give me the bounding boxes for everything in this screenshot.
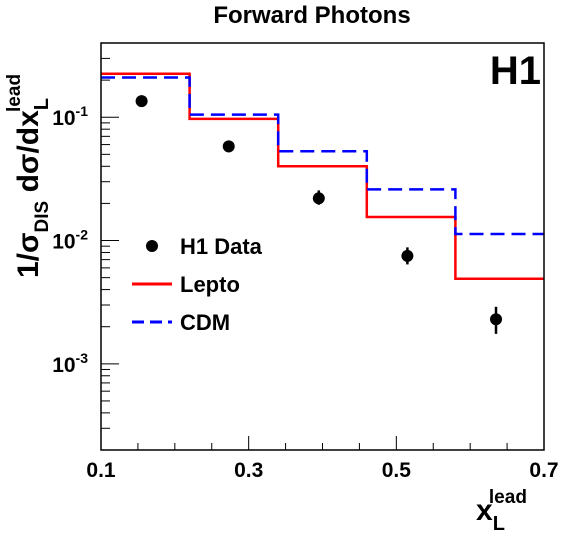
x-axis-label: xLlead (476, 487, 527, 535)
x-tick-label: 0.1 (86, 459, 116, 482)
plot-frame (100, 42, 545, 451)
series-cdm-histogram (101, 76, 544, 236)
y-tick-label: 10-3 (52, 350, 88, 377)
y-tick-label: 10-1 (52, 103, 88, 130)
legend-marker-h1-data (146, 240, 158, 252)
x-tick-label: 0.3 (234, 459, 263, 482)
y-axis-ticks: 10-1 10-2 10-3 (52, 42, 119, 451)
legend-label-h1-data: H1 Data (180, 234, 263, 259)
data-point (312, 192, 325, 205)
data-point (490, 313, 503, 326)
y-axis-label: 1/σDIS dσ/dxLlead (4, 74, 53, 278)
data-point (401, 249, 414, 262)
x-tick-label: 0.7 (529, 459, 558, 482)
legend-item-lepto: Lepto (132, 272, 240, 297)
chart-title: Forward Photons (213, 2, 410, 29)
legend-label-cdm: CDM (180, 310, 230, 335)
legend-item-cdm: CDM (132, 310, 230, 335)
x-tick-label: 0.5 (382, 459, 412, 482)
legend-item-h1-data: H1 Data (146, 234, 263, 259)
series-lepto-histogram (101, 72, 544, 280)
y-tick-label: 10-2 (52, 227, 88, 254)
series-layer (101, 72, 544, 334)
legend-label-lepto: Lepto (180, 272, 240, 297)
data-point (222, 140, 235, 153)
data-point (135, 95, 148, 108)
x-axis-ticks: 0.1 0.3 0.5 0.7 (86, 436, 559, 482)
h1-badge: H1 (490, 49, 541, 93)
legend: H1 Data Lepto CDM (132, 234, 263, 335)
